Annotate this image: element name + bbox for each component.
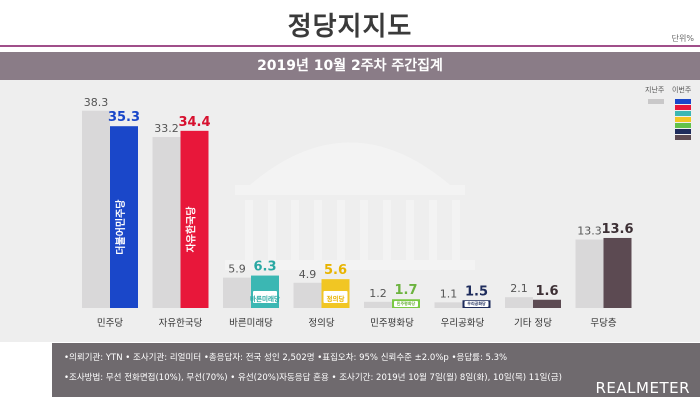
legend-swatch-0 <box>675 99 691 104</box>
category-label-1: 자유한국당 <box>159 318 203 329</box>
value-label-cur-7: 13.6 <box>601 222 633 237</box>
party-logo-plate-5 <box>464 301 489 307</box>
legend-swatch-5 <box>675 129 691 134</box>
legend-prev-swatch <box>648 99 664 104</box>
assembly-building-watermark <box>225 142 475 270</box>
value-label-cur-0: 35.3 <box>108 110 140 125</box>
legend-prev-label: 지난주 <box>645 86 665 94</box>
bar-prev-3 <box>293 282 322 308</box>
party-logo-5: 우리공화당 <box>467 300 486 306</box>
legend-swatch-3 <box>675 117 691 122</box>
chart-subtitle: 2019년 10월 2주차 주간집계 <box>0 52 700 80</box>
party-logo-4: 민주평화당 <box>397 300 416 306</box>
party-logo-plate-3 <box>323 291 348 303</box>
chart-title: 정당지지도 <box>287 12 413 42</box>
legend: 지난주 이번주 <box>645 85 700 143</box>
category-label-2: 바른미래당 <box>229 318 273 329</box>
bar-prev-6 <box>505 297 533 308</box>
value-label-prev-3: 4.9 <box>299 268 317 281</box>
category-label-5: 우리공화당 <box>441 318 485 329</box>
legend-cur-label: 이번주 <box>672 86 692 94</box>
bar-prev-1 <box>152 137 181 308</box>
footer-line-2: •조사방법: 무선 전화면접(10%), 무선(70%) • 유선(20%)자동… <box>64 373 562 383</box>
category-label-0: 민주당 <box>97 318 123 329</box>
value-label-prev-4: 1.2 <box>369 287 387 300</box>
bar-prev-4 <box>364 301 392 308</box>
legend-swatch-4 <box>675 123 691 128</box>
value-label-prev-7: 13.3 <box>577 225 602 238</box>
chart-area: 38.3 35.3 민주당 더불어민주당 33.2 34.4 자유한국당 자유한국당 5.9 6.… <box>0 80 700 342</box>
footer-line-1: •의뢰기관: YTN • 조사기관: 리얼미터 •총응답자: 전국 성인 2,5… <box>64 353 508 363</box>
party-logo-0: 더불어민주당 <box>114 199 127 255</box>
value-label-prev-0: 38.3 <box>84 96 109 109</box>
bar-cur-1 <box>180 130 209 308</box>
bar-cur-7 <box>603 237 632 308</box>
value-label-cur-4: 1.7 <box>394 283 417 298</box>
category-label-6: 기타 정당 <box>514 318 552 329</box>
survey-footer: •의뢰기관: YTN • 조사기관: 리얼미터 •총응답자: 전국 성인 2,5… <box>52 343 700 397</box>
value-label-cur-6: 1.6 <box>535 284 558 299</box>
unit-label: 단위% <box>671 34 694 43</box>
party-logo-plate-2 <box>253 291 277 303</box>
party-logo-plate-4 <box>394 301 418 307</box>
brand-logo: REALMETER <box>595 379 690 397</box>
bar-prev-0 <box>82 110 110 308</box>
category-label-7: 무당층 <box>590 318 616 329</box>
category-label-3: 정의당 <box>308 318 334 329</box>
value-label-prev-1: 33.2 <box>154 122 179 135</box>
legend-swatch-6 <box>675 135 691 140</box>
bar-prev-5 <box>434 302 463 308</box>
party-logo-1: 자유한국당 <box>185 206 198 253</box>
bar-cur-6 <box>533 299 561 308</box>
category-label-4: 민주평화당 <box>370 318 414 329</box>
legend-swatch-2 <box>675 111 691 116</box>
legend-swatch-1 <box>675 105 691 110</box>
value-label-cur-2: 6.3 <box>253 260 276 275</box>
value-label-cur-1: 34.4 <box>178 115 210 130</box>
bar-cur-0 <box>110 126 138 308</box>
bar-prev-2 <box>223 277 251 308</box>
party-logo-3: 정의당 <box>327 294 345 303</box>
value-label-prev-6: 2.1 <box>510 282 528 295</box>
value-label-prev-2: 5.9 <box>228 263 246 276</box>
party-logo-2: 바른미래당 <box>250 294 280 303</box>
value-label-prev-5: 1.1 <box>440 287 458 300</box>
value-label-cur-5: 1.5 <box>465 284 488 299</box>
value-label-cur-3: 5.6 <box>324 263 347 278</box>
bar-prev-7 <box>575 239 604 308</box>
title-divider <box>0 45 700 47</box>
